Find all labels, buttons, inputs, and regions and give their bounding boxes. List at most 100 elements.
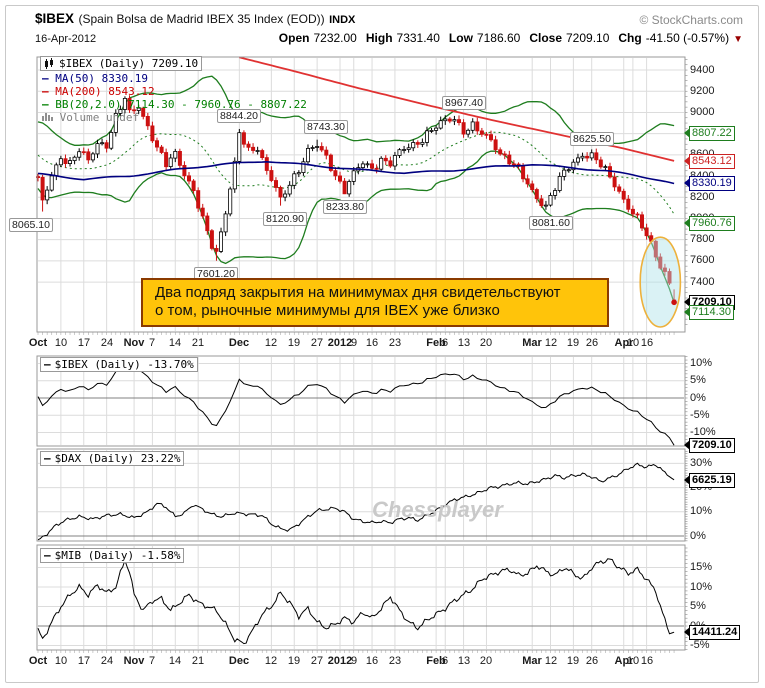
volume-bars-icon — [42, 113, 53, 121]
outer-frame — [5, 5, 759, 683]
x-tick-label: 2012 — [327, 337, 353, 349]
x-tick-label: 20 — [479, 655, 493, 667]
badge-arrow-icon — [679, 440, 690, 450]
legend-dax: — $DAX (Daily) 23.22% — [40, 451, 185, 466]
x-tick-label: Apr — [614, 655, 634, 667]
x-tick-label: 7 — [148, 337, 156, 349]
quote-bar: Open 7232.00 High 7331.40 Low 7186.60 Close 720… — [270, 31, 743, 45]
badge-arrow-icon — [679, 156, 690, 166]
pct-tick-label: 5% — [690, 600, 706, 612]
quote-value: 7232.00 — [313, 31, 357, 45]
x-tick-label: Nov — [123, 655, 145, 667]
x-tick-label: 16 — [365, 655, 379, 667]
x-tick-label: 24 — [100, 337, 114, 349]
ma200-swatch: — — [42, 85, 49, 98]
x-tick-label: Oct — [28, 337, 48, 349]
x-tick-label: 19 — [566, 337, 580, 349]
badge-arrow-icon — [679, 297, 690, 307]
annotation-line1: Два подряд закрытия на минимумах дня сви… — [155, 284, 561, 301]
pct-tick-label: 10% — [690, 505, 713, 517]
price-tick-label: 7800 — [690, 233, 715, 245]
badge-value: 8330.19 — [689, 175, 735, 191]
chart-date: 16-Apr-2012 — [35, 33, 97, 45]
legend-bb: — BB(20,2.0) 7114.30 - 7960.76 - 8807.22 — [42, 98, 307, 111]
x-tick-label: 23 — [388, 655, 402, 667]
x-tick-label: 7 — [148, 655, 156, 667]
annotation-line2: о том, рыночные минимумы для IBEX уже бл… — [155, 302, 500, 319]
x-tick-label: 26 — [585, 655, 599, 667]
x-tick-label: 16 — [640, 655, 654, 667]
x-tick-label: 19 — [566, 655, 580, 667]
price-badge: 8543.12 — [679, 153, 735, 169]
bb-swatch: — — [42, 98, 49, 111]
x-tick-label: Nov — [123, 337, 145, 349]
exchange-label: INDX — [329, 14, 356, 26]
price-callout: 8743.30 — [304, 120, 348, 134]
price-badge: 6625.19 — [679, 472, 735, 488]
quote-label: Low — [448, 31, 473, 45]
quote-label: Open — [278, 31, 310, 45]
x-tick-label: Dec — [228, 655, 250, 667]
quote-label: Chg — [618, 31, 642, 45]
price-callout: 8065.10 — [9, 218, 53, 232]
source-credit: © StockCharts.com — [639, 13, 743, 27]
badge-arrow-icon — [679, 627, 690, 637]
x-tick-label: 20 — [479, 337, 493, 349]
badge-value: 14411.24 — [689, 624, 741, 640]
badge-arrow-icon — [679, 475, 690, 485]
x-tick-label: 13 — [457, 337, 471, 349]
x-tick-label: Feb — [426, 655, 446, 667]
pct-tick-label: 10% — [690, 581, 713, 593]
price-badge: 14411.24 — [679, 624, 741, 640]
legend-ma200: — MA(200) 8543.12 — [42, 85, 155, 98]
badge-value: 7960.76 — [689, 215, 735, 231]
legend-bb-label: BB(20,2.0) 7114.30 - 7960.76 - 8807.22 — [55, 98, 307, 111]
x-tick-label: 26 — [585, 337, 599, 349]
pct-tick-label: 30% — [690, 457, 713, 469]
x-tick-label: Oct — [28, 655, 48, 667]
legend-mib-label: $MIB (Daily) -1.58% — [54, 549, 181, 562]
pct-tick-label: -5% — [690, 409, 710, 421]
symbol-name: (Spain Bolsa de Madrid IBEX 35 Index (EO… — [78, 12, 325, 26]
x-tick-label: 9 — [350, 655, 358, 667]
badge-value: 8543.12 — [689, 153, 735, 169]
watermark: Chessplayer — [372, 497, 503, 522]
x-tick-label: 24 — [100, 655, 114, 667]
x-tick-label: 14 — [168, 655, 182, 667]
x-tick-label: 19 — [287, 655, 301, 667]
change-down-arrow-icon: ▼ — [733, 34, 743, 45]
x-tick-label: 10 — [54, 337, 68, 349]
x-tick-label: 10 — [54, 655, 68, 667]
x-tick-label: 9 — [350, 337, 358, 349]
x-tick-label: 16 — [365, 337, 379, 349]
price-tick-label: 8200 — [690, 191, 715, 203]
price-callout: 8625.50 — [570, 132, 614, 146]
price-callout: 8233.80 — [323, 200, 367, 214]
badge-value: 7209.10 — [689, 437, 735, 453]
x-tick-label: Mar — [522, 655, 542, 667]
x-tick-label: 6 — [441, 337, 449, 349]
x-tick-label: 17 — [77, 337, 91, 349]
x-tick-label: 2012 — [327, 655, 353, 667]
price-badge: 7960.76 — [679, 215, 735, 231]
legend-dax-label: $DAX (Daily) 23.22% — [54, 452, 181, 465]
legend-ibex-pct-label: $IBEX (Daily) -13.70% — [54, 358, 194, 371]
x-tick-label: 27 — [310, 655, 324, 667]
x-tick-label: Dec — [228, 337, 250, 349]
pct-tick-label: -5% — [690, 639, 710, 651]
x-tick-label: 21 — [191, 655, 205, 667]
legend-volume: Volume undef — [42, 111, 139, 124]
x-tick-label: Feb — [426, 337, 446, 349]
line-swatch: — — [44, 452, 51, 465]
x-tick-label: Apr — [614, 337, 634, 349]
symbol-label: $IBEX — [35, 11, 75, 26]
ma50-swatch: — — [42, 72, 49, 85]
price-tick-label: 9400 — [690, 64, 715, 76]
x-tick-label: 10 — [626, 337, 640, 349]
pct-tick-label: 0% — [690, 530, 706, 542]
price-tick-label: 9000 — [690, 106, 715, 118]
legend-ma50: — MA(50) 8330.19 — [42, 72, 148, 85]
x-tick-label: 19 — [287, 337, 301, 349]
